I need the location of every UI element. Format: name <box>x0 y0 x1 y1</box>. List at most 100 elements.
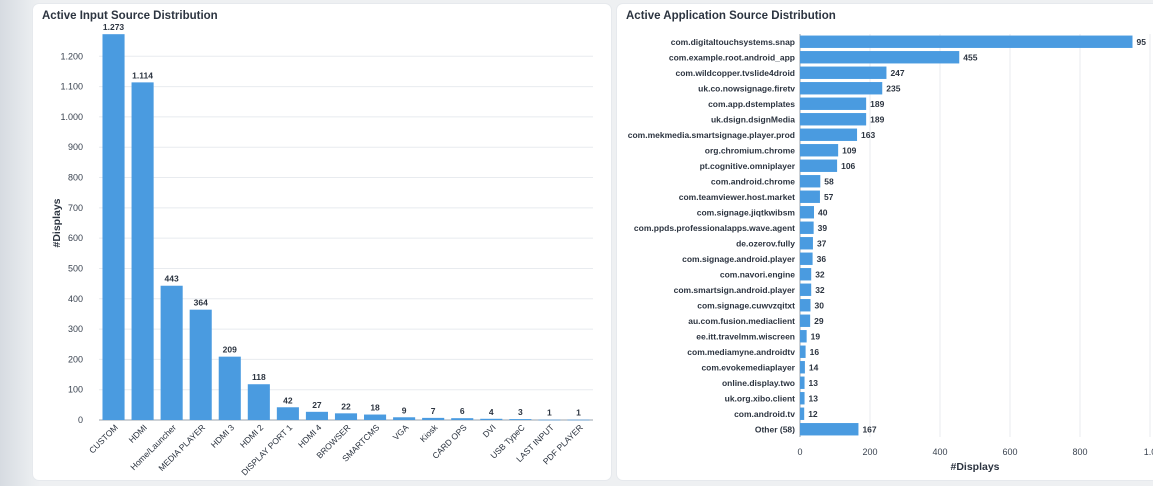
bar-value-label: 235 <box>886 83 900 93</box>
bar-value-label: 7 <box>431 406 436 416</box>
bar-value-label: 12 <box>808 409 818 419</box>
bar-value-label: 189 <box>870 99 884 109</box>
bar <box>800 113 867 126</box>
bar <box>800 175 821 188</box>
y-tick-label: 100 <box>68 385 83 395</box>
y-axis-title: #Displays <box>51 198 63 247</box>
y-tick-label: 200 <box>68 354 83 364</box>
y-tick-label: com.navori.engine <box>720 269 795 279</box>
bar-value-label: 95 <box>1137 37 1147 47</box>
bar <box>800 392 805 405</box>
y-tick-label: 500 <box>68 263 83 273</box>
y-tick-label: 700 <box>68 203 83 213</box>
bar-value-label: 32 <box>815 269 825 279</box>
x-tick-label: VGA <box>391 422 411 442</box>
bar <box>567 419 590 421</box>
bar-value-label: 13 <box>809 393 819 403</box>
x-tick-label: Kiosk <box>418 422 440 444</box>
bar <box>800 206 814 219</box>
y-tick-label: com.evokemediaplayer <box>701 362 795 372</box>
bar-value-label: 32 <box>815 285 825 295</box>
bar-value-label: 106 <box>841 161 855 171</box>
bar-value-label: 6 <box>460 406 465 416</box>
bar-value-label: 57 <box>824 192 834 202</box>
bar <box>509 419 532 420</box>
y-tick-label: com.app.dstemplates <box>708 99 795 109</box>
bar-value-label: 42 <box>283 395 293 405</box>
x-tick-label: HDMI 3 <box>209 422 237 450</box>
application-source-chart-panel: Active Application Source Distribution 0… <box>617 4 1153 480</box>
bar-value-label: 16 <box>810 347 820 357</box>
bar-value-label: 167 <box>862 424 876 434</box>
bar <box>800 361 805 374</box>
bar <box>800 407 805 420</box>
bar-value-label: 58 <box>824 176 834 186</box>
bar-value-label: 22 <box>341 401 351 411</box>
bar <box>800 376 805 389</box>
bar <box>800 128 858 141</box>
application-source-bar-chart: 0 200 400 600 800 1.0 95 com.digitaltouchsystem… <box>628 34 1153 473</box>
y-tick-label: au.com.fusion.mediaclient <box>688 316 795 326</box>
y-tick-label: ee.itt.travelmm.wiscreen <box>696 331 795 341</box>
x-tick-label: 200 <box>862 447 877 457</box>
y-tick-label: com.smartsign.android.player <box>674 285 796 295</box>
x-tick-label: 600 <box>1002 447 1017 457</box>
y-tick-label: 800 <box>68 173 83 183</box>
bar <box>800 97 867 110</box>
y-tick-label: com.signage.cuwvzqitxt <box>697 300 795 310</box>
bar-value-label: 37 <box>817 238 827 248</box>
bar <box>800 345 806 358</box>
y-tick-label: com.teamviewer.host.market <box>679 192 795 202</box>
x-tick-label: HDMI 4 <box>296 422 324 450</box>
bar <box>800 283 812 296</box>
y-tick-label: 600 <box>68 233 83 243</box>
bar <box>247 384 270 420</box>
bar <box>131 82 154 420</box>
bar <box>218 356 241 420</box>
bar-value-label: 1.273 <box>103 22 125 32</box>
y-tick-label: com.mekmedia.smartsignage.player.prod <box>628 130 795 140</box>
y-tick-label: 1.000 <box>60 112 83 122</box>
x-tick-label: 800 <box>1072 447 1087 457</box>
bar <box>538 419 561 421</box>
bar <box>800 330 807 343</box>
y-tick-label: uk.co.nowsignage.firetv <box>698 83 795 93</box>
bar-value-label: 18 <box>370 403 380 413</box>
y-tick-label: com.mediamyne.androidtv <box>687 347 795 357</box>
y-tick-label: com.signage.android.player <box>682 254 796 264</box>
y-tick-label: com.signage.jiqtkwibsm <box>697 207 796 217</box>
bar-value-label: 1 <box>576 408 581 418</box>
bar-value-label: 13 <box>809 378 819 388</box>
bar <box>451 418 474 420</box>
bar-value-label: 443 <box>165 274 179 284</box>
bar-value-label: 364 <box>194 298 208 308</box>
y-tick-label: com.digitaltouchsystems.snap <box>671 37 795 47</box>
bar-value-label: 39 <box>818 223 828 233</box>
y-tick-label: 900 <box>68 142 83 152</box>
x-tick-label: DISPLAY PORT 1 <box>239 422 294 477</box>
bar <box>800 144 839 157</box>
bar-value-label: 189 <box>870 114 884 124</box>
bar-value-label: 163 <box>861 130 875 140</box>
bar <box>800 159 838 172</box>
x-tick-label: 400 <box>932 447 947 457</box>
x-tick-label: 1.0 <box>1144 447 1153 457</box>
y-tick-label: com.android.chrome <box>711 176 795 186</box>
bar <box>364 414 387 420</box>
bar-value-label: 40 <box>818 207 828 217</box>
bar <box>800 423 859 436</box>
x-tick-label: DVI <box>481 422 498 439</box>
bar <box>800 35 1133 48</box>
y-tick-label: 1.200 <box>60 51 83 61</box>
bar-value-label: 1 <box>547 408 552 418</box>
y-tick-label: uk.dsign.dsignMedia <box>711 114 795 124</box>
bar-value-label: 9 <box>402 405 407 415</box>
chart-title: Active Application Source Distribution <box>626 10 836 22</box>
bar <box>800 51 960 64</box>
bar-value-label: 109 <box>842 145 856 155</box>
bar <box>800 237 813 250</box>
bar <box>422 417 445 420</box>
bar <box>305 411 328 420</box>
y-tick-label: Other (58) <box>755 424 795 434</box>
y-tick-label: com.wildcopper.tvslide4droid <box>676 68 796 78</box>
